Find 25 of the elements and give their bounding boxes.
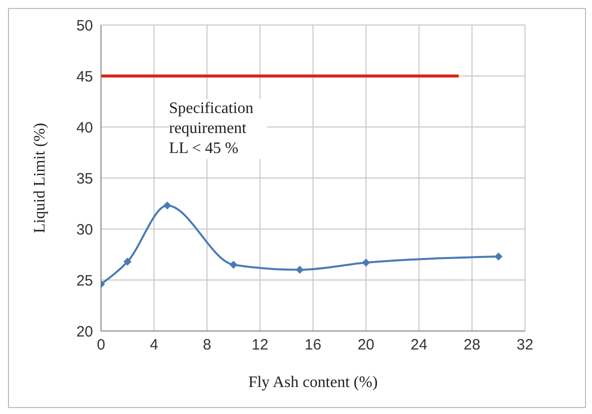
x-tick-label: 4 [150,336,158,354]
y-tick-label: 20 [76,323,93,340]
x-tick-label: 8 [202,336,212,354]
x-tick-label: 0 [96,336,106,354]
point [124,258,132,266]
y-tick-label: 30 [76,221,93,238]
point [296,266,304,274]
x-tick-label: 24 [410,336,428,354]
y-tick-label: 50 [76,17,93,34]
x-tick-label: 28 [464,336,480,354]
point [362,258,370,267]
x-tick-label: 12 [252,336,268,354]
annotation: Specification requirement LL < 45 % [169,99,267,159]
point [494,252,502,261]
x-axis-title: Fly Ash content (%) [248,374,378,391]
x-tick-label: 16 [304,336,322,354]
y-axis-title: Liquid Limit (%) [32,122,49,234]
y-tick-label: 25 [76,272,93,290]
x-tick-label: 20 [358,336,374,354]
x-tick-label: 32 [516,336,534,354]
y-tick-label: 40 [76,119,93,136]
y-tick-label: 35 [76,170,93,188]
y-tick-label: 45 [76,68,93,86]
point [230,260,238,269]
point [163,202,172,210]
